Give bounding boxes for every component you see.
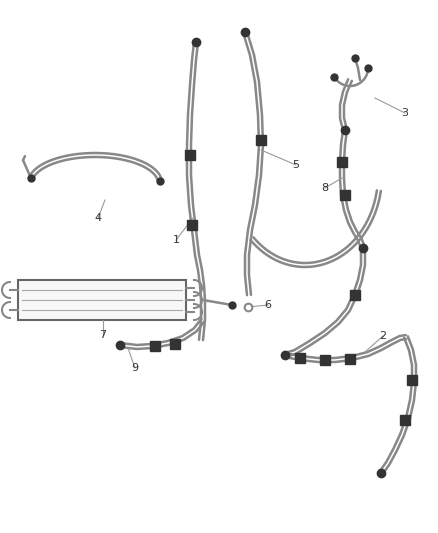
Text: 2: 2: [379, 331, 387, 341]
Text: 5: 5: [293, 160, 300, 170]
Text: 8: 8: [321, 183, 328, 193]
Text: 4: 4: [95, 213, 102, 223]
Text: 1: 1: [173, 235, 180, 245]
Text: 6: 6: [265, 300, 272, 310]
Text: 9: 9: [131, 363, 138, 373]
Bar: [18, 280, 186, 320]
Text: 7: 7: [99, 330, 106, 340]
Text: 3: 3: [402, 108, 409, 118]
